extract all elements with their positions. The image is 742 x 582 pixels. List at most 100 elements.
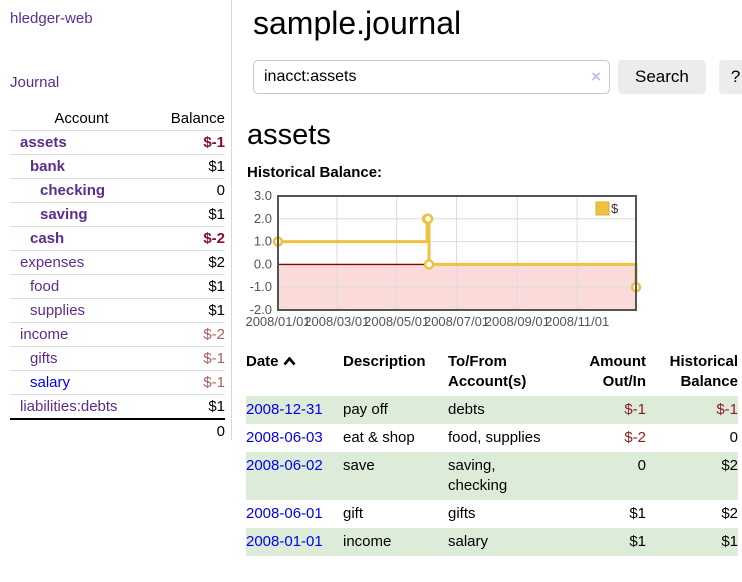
x-tick-label: 2008/01/01 <box>246 314 311 329</box>
chart-border <box>277 195 637 311</box>
transaction-accounts: saving, checking <box>448 457 508 494</box>
y-tick-label: -1.0 <box>250 279 272 294</box>
transaction-balance: 0 <box>729 429 738 446</box>
legend-swatch <box>595 201 610 216</box>
sidebar-nav: Journal <box>10 74 231 91</box>
transaction-date-link[interactable]: 2008-01-01 <box>246 533 323 550</box>
register-row: 2008-01-01 income salary $1 $1 <box>246 528 738 556</box>
x-tick-label: 2008/03/01 <box>304 314 369 329</box>
account-link[interactable]: gifts <box>30 350 58 367</box>
account-link[interactable]: cash <box>30 230 65 247</box>
register-row: 2008-12-31 pay off debts $-1 $-1 <box>246 396 738 424</box>
transaction-accounts: gifts <box>448 505 476 522</box>
account-row: income $-2 <box>10 322 225 347</box>
account-row: supplies $1 <box>10 298 225 323</box>
transaction-description: eat & shop <box>343 429 415 446</box>
transaction-description: pay off <box>343 401 388 418</box>
search-button[interactable]: Search <box>618 60 706 94</box>
register-row: 2008-06-03 eat & shop food, supplies $-2 0 <box>246 424 738 452</box>
historical-balance-chart[interactable]: $3.0 2.0 1.0 0.0 -1.0 -2.0 2008/01/01 2008/03/0… <box>246 191 742 331</box>
account-link[interactable]: bank <box>30 158 66 175</box>
transaction-date-link[interactable]: 2008-12-31 <box>246 401 323 418</box>
clear-search-icon[interactable]: × <box>591 67 601 86</box>
accounts-total-row: 0 <box>10 418 225 443</box>
account-row: expenses $2 <box>10 250 225 275</box>
account-balance: $1 <box>152 202 225 227</box>
account-row: checking 0 <box>10 178 225 203</box>
transaction-amount: $-2 <box>624 429 646 446</box>
account-balance: $-2 <box>152 226 225 251</box>
account-balance: $-2 <box>152 322 225 347</box>
transaction-balance: $-1 <box>716 401 738 418</box>
search-field-wrap: × <box>253 60 610 94</box>
account-row: liabilities:debts $1 <box>10 394 225 420</box>
account-row: cash $-2 <box>10 226 225 251</box>
register-header-description: Description <box>343 353 426 370</box>
account-link[interactable]: income <box>20 326 69 343</box>
sidebar: hledger-web Journal Account Balance asse… <box>0 0 232 443</box>
accounts-header-account: Account <box>10 107 153 131</box>
brand-link[interactable]: hledger-web <box>10 10 93 27</box>
transaction-date-link[interactable]: 2008-06-03 <box>246 429 323 446</box>
data-point-marker[interactable] <box>423 259 435 270</box>
y-tick-label: 0.0 <box>254 256 272 271</box>
account-balance: $1 <box>152 394 225 420</box>
register-table: Date Description To/From Account(s) Amou… <box>246 348 738 556</box>
transaction-date-link[interactable]: 2008-06-01 <box>246 505 323 522</box>
page-title: sample.journal <box>253 5 462 41</box>
legend-label: $ <box>611 201 619 216</box>
account-link[interactable]: expenses <box>20 254 85 271</box>
account-link[interactable]: salary <box>30 374 71 391</box>
register-header-balance: Historical Balance <box>669 353 738 390</box>
register-row: 2008-06-02 save saving, checking 0 $2 <box>246 452 738 500</box>
transaction-date-link[interactable]: 2008-06-02 <box>246 457 323 474</box>
account-row: food $1 <box>10 274 225 299</box>
x-tick-label: 2008/11/01 <box>545 314 609 329</box>
main-content: sample.journal × Search ? assets Histori… <box>232 0 742 556</box>
nav-journal-link[interactable]: Journal <box>10 74 60 91</box>
account-row: gifts $-1 <box>10 346 225 371</box>
account-balance: $-1 <box>152 370 225 395</box>
y-tick-label: 2.0 <box>254 211 272 226</box>
account-balance: $2 <box>152 250 225 275</box>
account-row: assets $-1 <box>10 130 225 155</box>
account-link[interactable]: supplies <box>30 302 86 319</box>
search-row: × Search ? <box>253 60 742 94</box>
chart-title: Historical Balance: <box>247 164 383 181</box>
account-link[interactable]: saving <box>40 206 88 223</box>
account-row: bank $1 <box>10 154 225 179</box>
account-row: saving $1 <box>10 202 225 227</box>
transaction-balance: $1 <box>721 533 738 550</box>
account-link[interactable]: food <box>30 278 60 295</box>
transaction-balance: $2 <box>721 505 738 522</box>
transaction-amount: $-1 <box>624 401 646 418</box>
help-button[interactable]: ? <box>718 60 742 94</box>
transaction-amount: $1 <box>629 533 646 550</box>
transaction-balance: $2 <box>721 457 738 474</box>
x-tick-label: 2008/07/01 <box>424 314 489 329</box>
register-row: 2008-06-01 gift gifts $1 $2 <box>246 500 738 528</box>
register-header-date-label: Date <box>246 353 279 370</box>
account-link[interactable]: assets <box>20 134 67 151</box>
account-balance: $1 <box>152 154 225 179</box>
account-link[interactable]: liabilities:debts <box>20 398 118 415</box>
account-balance: 0 <box>152 178 225 203</box>
account-link[interactable]: checking <box>40 182 106 199</box>
register-header-accounts: To/From Account(s) <box>448 353 527 390</box>
transaction-accounts: food, supplies <box>448 429 541 446</box>
account-row: salary $-1 <box>10 370 225 395</box>
transaction-accounts: salary <box>448 533 489 550</box>
accounts-total-value: 0 <box>152 418 225 443</box>
data-point-marker[interactable] <box>422 213 434 225</box>
register-header-date[interactable]: Date <box>246 348 343 396</box>
account-balance: $-1 <box>152 346 225 371</box>
chevron-up-icon <box>283 353 296 370</box>
transaction-amount: $1 <box>629 505 646 522</box>
account-balance: $1 <box>152 274 225 299</box>
x-tick-label: 2008/05/01 <box>364 314 429 329</box>
account-heading: assets <box>247 119 331 151</box>
accounts-total-spacer <box>10 418 153 443</box>
accounts-header-balance: Balance <box>152 107 225 131</box>
x-tick-label: 2008/09/01 <box>485 314 550 329</box>
search-input[interactable] <box>253 60 610 94</box>
